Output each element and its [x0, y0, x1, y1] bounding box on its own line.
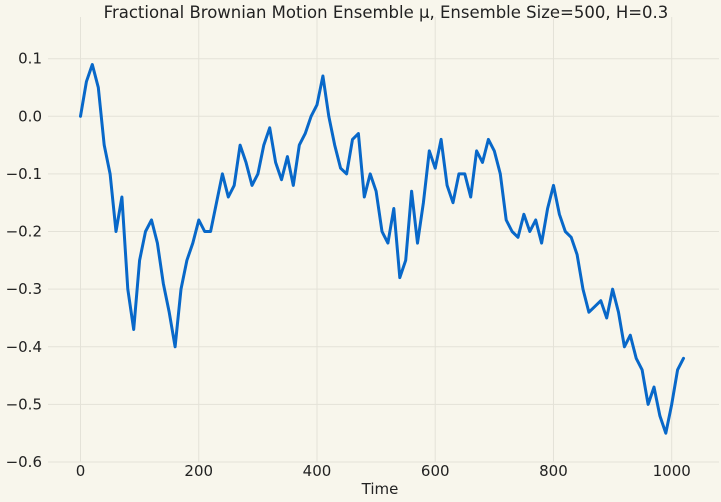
x-tick-label: 0 [76, 462, 86, 480]
x-tick-label: 200 [184, 462, 213, 480]
grid-lines [48, 17, 719, 463]
y-tick-label: 0.1 [18, 50, 42, 68]
y-tick-label: −0.2 [6, 223, 42, 241]
y-tick-labels: 0.1 0.0 −0.1 −0.2 −0.3 −0.4 −0.5 −0.6 [6, 50, 42, 471]
y-tick-label: −0.6 [6, 453, 42, 471]
x-tick-label: 400 [303, 462, 332, 480]
y-tick-label: −0.3 [6, 280, 42, 298]
y-tick-label: −0.4 [6, 338, 42, 356]
y-tick-label: −0.5 [6, 395, 42, 413]
series-layer [79, 63, 685, 435]
y-tick-label: −0.1 [6, 165, 42, 183]
x-tick-label: 600 [421, 462, 450, 480]
chart-title: Fractional Brownian Motion Ensemble μ, E… [104, 3, 669, 22]
x-tick-label: 800 [539, 462, 568, 480]
x-tick-label: 1000 [653, 462, 691, 480]
y-tick-label: 0.0 [18, 107, 42, 125]
series-line [79, 63, 685, 435]
x-tick-labels: 0 200 400 600 800 1000 [76, 462, 691, 480]
x-axis-label: Time [361, 480, 399, 498]
